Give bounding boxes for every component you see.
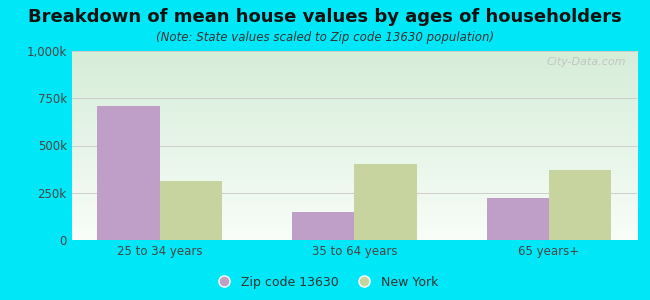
Bar bbox=[487, 198, 549, 240]
Bar bbox=[159, 182, 222, 240]
Bar bbox=[292, 212, 354, 240]
Text: City-Data.com: City-Data.com bbox=[546, 57, 626, 67]
Text: (Note: State values scaled to Zip code 13630 population): (Note: State values scaled to Zip code 1… bbox=[156, 32, 494, 44]
Legend: Zip code 13630, New York: Zip code 13630, New York bbox=[206, 271, 444, 294]
Bar bbox=[98, 106, 159, 240]
Text: Breakdown of mean house values by ages of householders: Breakdown of mean house values by ages o… bbox=[28, 8, 622, 26]
Bar bbox=[549, 170, 611, 240]
Bar bbox=[354, 164, 417, 240]
